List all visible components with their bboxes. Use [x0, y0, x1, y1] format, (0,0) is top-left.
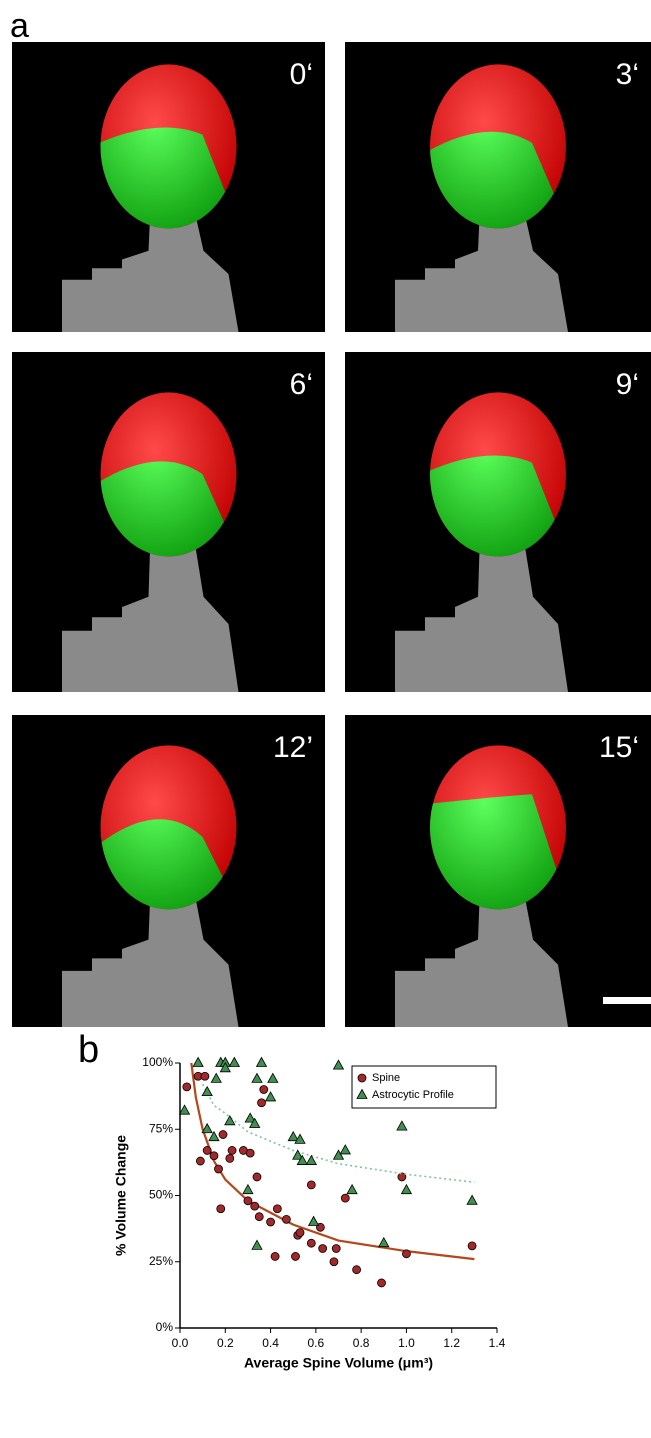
- data-point: [401, 1185, 411, 1194]
- data-point: [214, 1165, 222, 1173]
- data-point: [252, 1073, 262, 1082]
- data-point: [225, 1116, 235, 1125]
- figure: a b 0‘ 3‘ 6‘ 9‘ 12’ 15‘ 0% 25% 50% 75% 100% 0.0 0.2 0…: [0, 0, 651, 1433]
- data-point: [251, 1202, 259, 1210]
- legend-label: Astrocytic Profile: [372, 1089, 454, 1101]
- x-tick-label: 1.2: [443, 1336, 460, 1350]
- time-label: 6‘: [290, 368, 313, 401]
- data-point: [201, 1072, 209, 1080]
- legend-marker: [358, 1074, 366, 1082]
- data-point: [282, 1215, 290, 1223]
- data-point: [252, 1240, 262, 1249]
- image-panel: 12’: [12, 715, 325, 1027]
- data-point: [243, 1185, 253, 1194]
- data-point: [210, 1152, 218, 1160]
- data-point: [378, 1279, 386, 1287]
- data-point: [266, 1092, 276, 1101]
- data-point: [202, 1124, 212, 1133]
- x-axis-title: Average Spine Volume (μm³): [244, 1355, 433, 1371]
- data-point: [271, 1252, 279, 1260]
- data-point: [379, 1238, 389, 1247]
- data-point: [319, 1245, 327, 1253]
- data-point: [196, 1157, 204, 1165]
- image-panel: 0‘: [12, 42, 325, 332]
- data-point: [306, 1156, 316, 1165]
- data-point: [183, 1083, 191, 1091]
- time-label: 3‘: [616, 58, 639, 91]
- y-tick-label: 25%: [149, 1254, 173, 1268]
- data-point: [288, 1132, 298, 1141]
- data-point: [258, 1099, 266, 1107]
- data-point: [468, 1242, 476, 1250]
- data-point: [296, 1229, 304, 1237]
- legend-label: Spine: [372, 1072, 400, 1084]
- time-label: 15‘: [599, 731, 639, 764]
- data-point: [217, 1205, 225, 1213]
- data-point: [467, 1195, 477, 1204]
- y-tick-label: 50%: [149, 1188, 173, 1202]
- data-point: [268, 1073, 278, 1082]
- image-panel: 3‘: [345, 42, 651, 332]
- panel-label: a: [10, 7, 29, 45]
- time-label: 9‘: [616, 368, 639, 401]
- x-tick-label: 0.0: [172, 1336, 189, 1350]
- data-point: [330, 1258, 338, 1266]
- data-point: [402, 1250, 410, 1258]
- x-tick-label: 0.4: [262, 1336, 279, 1350]
- data-point: [340, 1145, 350, 1154]
- data-point: [228, 1146, 236, 1154]
- y-tick-label: 0%: [156, 1320, 174, 1334]
- image-panel: 6‘: [12, 352, 325, 692]
- data-point: [307, 1181, 315, 1189]
- x-tick-label: 0.8: [353, 1336, 370, 1350]
- data-point: [341, 1194, 349, 1202]
- image-panel: 15‘: [345, 715, 651, 1027]
- data-point: [226, 1154, 234, 1162]
- data-point: [353, 1266, 361, 1274]
- x-tick-label: 0.6: [308, 1336, 325, 1350]
- data-point: [334, 1060, 344, 1069]
- y-tick-label: 100%: [142, 1055, 173, 1069]
- data-point: [260, 1086, 268, 1094]
- data-point: [255, 1213, 263, 1221]
- data-point: [347, 1185, 357, 1194]
- y-tick-label: 75%: [149, 1121, 173, 1135]
- data-point: [332, 1245, 340, 1253]
- data-point: [202, 1087, 212, 1096]
- data-point: [267, 1218, 275, 1226]
- data-point: [180, 1105, 190, 1114]
- data-point: [273, 1205, 281, 1213]
- data-point: [307, 1239, 315, 1247]
- time-label: 0‘: [290, 58, 313, 91]
- data-point: [193, 1058, 203, 1067]
- x-tick-label: 1.0: [398, 1336, 415, 1350]
- scale-bar: [603, 997, 651, 1004]
- data-point: [397, 1121, 407, 1130]
- data-point: [203, 1146, 211, 1154]
- time-label: 12’: [273, 731, 313, 764]
- data-point: [229, 1058, 239, 1067]
- image-panel: 9‘: [345, 352, 651, 692]
- data-point: [309, 1217, 319, 1226]
- data-point: [211, 1073, 221, 1082]
- data-point: [253, 1173, 261, 1181]
- data-point: [244, 1197, 252, 1205]
- panel-label: b: [78, 1029, 99, 1071]
- x-tick-label: 0.2: [217, 1336, 234, 1350]
- data-point: [219, 1131, 227, 1139]
- data-point: [257, 1058, 267, 1067]
- x-tick-label: 1.4: [489, 1336, 506, 1350]
- y-axis-title: % Volume Change: [113, 1135, 129, 1256]
- data-point: [291, 1252, 299, 1260]
- data-point: [246, 1149, 254, 1157]
